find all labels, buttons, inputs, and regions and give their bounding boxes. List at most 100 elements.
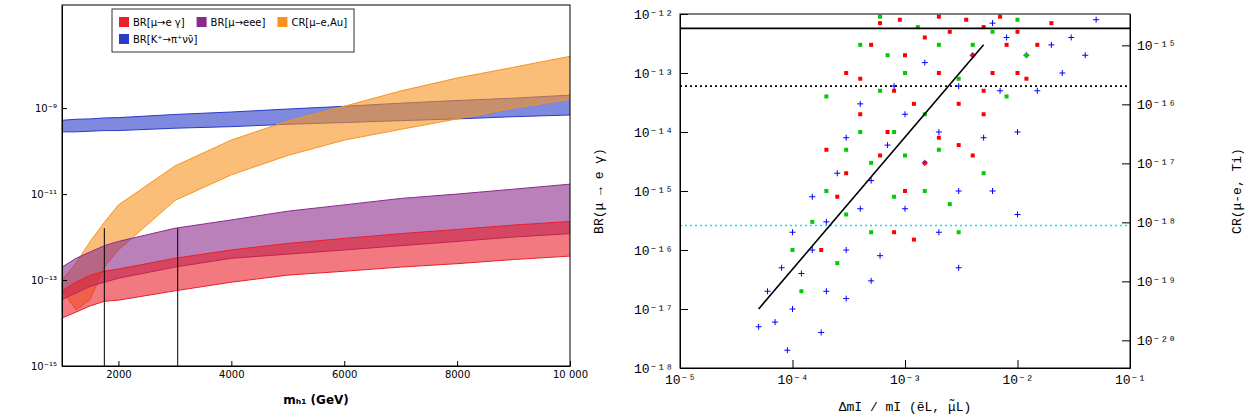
tick: 8000 xyxy=(445,361,470,380)
point xyxy=(835,195,839,199)
point xyxy=(991,30,995,34)
legend-box xyxy=(112,9,354,52)
point xyxy=(1016,71,1020,75)
point xyxy=(1016,30,1020,34)
point xyxy=(878,89,882,93)
point xyxy=(1005,43,1009,47)
tick-label: 6000 xyxy=(332,369,357,380)
tick-label: 10⁻¹⁵ xyxy=(634,185,673,200)
tick-label: 8000 xyxy=(445,369,470,380)
band-edge xyxy=(62,221,570,290)
tick-label: 10⁻¹¹ xyxy=(31,189,57,200)
point xyxy=(885,142,891,148)
point xyxy=(824,189,828,193)
point xyxy=(922,60,928,66)
line xyxy=(680,85,1130,87)
chart-panel: 10⁻⁵10⁻⁴10⁻³10⁻²10⁻¹10⁻¹⁸10⁻¹⁷10⁻¹⁶10⁻¹⁵… xyxy=(592,8,1245,415)
tick-mark xyxy=(793,360,794,368)
tick-mark xyxy=(680,191,688,192)
point xyxy=(902,111,908,117)
tick: 10⁻¹⁸ xyxy=(1122,216,1176,231)
point xyxy=(824,94,828,98)
tick: 10 000 xyxy=(553,361,588,380)
tick-label: 4000 xyxy=(219,369,244,380)
point xyxy=(819,248,823,252)
point xyxy=(1059,70,1065,76)
tick-label: 10⁻¹³ xyxy=(634,67,673,82)
y-axis: 10⁻¹⁵10⁻¹³10⁻¹¹10⁻⁹ xyxy=(31,6,67,372)
point xyxy=(937,15,941,19)
tick-mark xyxy=(570,361,571,366)
tick: 10⁻¹⁵ xyxy=(634,185,688,200)
point xyxy=(818,329,824,335)
line xyxy=(680,225,1130,227)
tick: 10⁻¹⁷ xyxy=(634,303,688,318)
tick-mark xyxy=(1122,104,1130,105)
y-axis-title: BR(μ → e γ) xyxy=(592,148,607,234)
tick: 10⁻¹³ xyxy=(31,275,67,286)
x-axis-title: ΔmI / mI (ẽL, μ̃L) xyxy=(839,399,972,415)
tick-mark xyxy=(1122,340,1130,341)
tick-label: 10 000 xyxy=(553,369,588,380)
point xyxy=(857,206,863,212)
point xyxy=(756,324,762,330)
axis-line xyxy=(1130,15,1131,369)
tick: 10⁻¹³ xyxy=(634,67,688,82)
point xyxy=(903,189,907,193)
point xyxy=(1068,34,1074,40)
point xyxy=(971,153,975,157)
point xyxy=(937,71,941,75)
tick-label: 10⁻¹⁸ xyxy=(634,362,673,377)
axis-line xyxy=(681,368,1131,369)
tick-label: 10⁻¹ xyxy=(1115,373,1146,388)
tick-label: 10⁻¹⁹ xyxy=(1137,275,1176,290)
scatter-series xyxy=(756,17,1100,354)
point xyxy=(998,15,1002,19)
tick-mark xyxy=(1122,281,1130,282)
legend-swatch xyxy=(277,17,287,27)
point xyxy=(765,288,771,294)
point xyxy=(835,261,839,265)
point xyxy=(857,101,863,107)
point xyxy=(957,102,961,106)
point xyxy=(772,319,778,325)
tick: 10⁻¹⁵ xyxy=(1122,39,1176,54)
point xyxy=(1005,94,1009,98)
point xyxy=(892,230,896,234)
point xyxy=(922,160,928,166)
point xyxy=(1016,18,1020,22)
tick: 10⁻¹⁶ xyxy=(634,244,688,259)
tick-label: 10⁻¹⁶ xyxy=(634,244,673,259)
tick: 10⁻³ xyxy=(890,360,921,388)
plot-frame xyxy=(62,5,570,366)
x-axis: 10⁻⁵10⁻⁴10⁻³10⁻²10⁻¹ xyxy=(665,360,1146,388)
tick-mark xyxy=(680,309,688,310)
tick-mark xyxy=(62,194,67,195)
canvas: 2000 4000 6000 8000 10 000 10⁻¹⁵ 10⁻¹³ 10⁻¹¹ 10⁻… xyxy=(0,0,1254,418)
tick: 10⁻² xyxy=(1002,360,1033,388)
point xyxy=(892,130,896,134)
point xyxy=(844,171,848,175)
tick-mark xyxy=(1122,222,1130,223)
point xyxy=(923,35,927,39)
y-axis: 10⁻¹⁸10⁻¹⁷10⁻¹⁶10⁻¹⁵10⁻¹⁴10⁻¹³10⁻¹² xyxy=(634,8,688,377)
tick-mark xyxy=(1018,360,1019,368)
point xyxy=(991,71,995,75)
legend-swatch xyxy=(119,17,129,27)
point xyxy=(964,18,968,22)
point xyxy=(997,88,1003,94)
tick-label: 10⁻¹⁵ xyxy=(1137,39,1176,54)
point xyxy=(809,194,815,200)
point xyxy=(982,171,986,175)
tick: 10⁻¹⁷ xyxy=(1122,157,1176,172)
legend-label: BR[μ→e γ] xyxy=(133,17,185,28)
legend: BR[μ→e γ]BR[μ→eee]CR[μ–e,Au]BR[K⁺→π⁺νν̄] xyxy=(112,9,354,52)
point xyxy=(948,30,952,34)
point xyxy=(799,289,803,293)
tick: 10⁻¹⁸ xyxy=(634,362,688,377)
point xyxy=(790,306,796,312)
point xyxy=(1093,17,1099,23)
point xyxy=(892,89,896,93)
tick-label: 10⁻¹⁸ xyxy=(1137,216,1176,231)
tick-label: 2000 xyxy=(106,369,131,380)
